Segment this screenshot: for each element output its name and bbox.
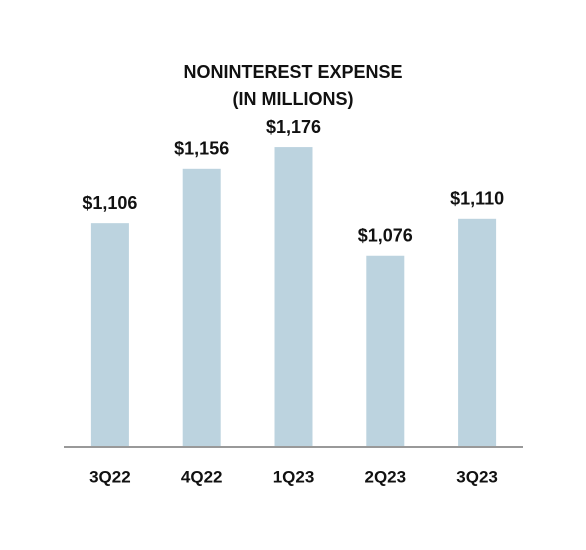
bar — [90, 223, 129, 447]
x-tick-label: 4Q22 — [181, 467, 223, 486]
value-label: $1,106 — [82, 193, 137, 213]
value-label: $1,110 — [450, 189, 504, 209]
value-label: $1,176 — [266, 117, 321, 137]
x-tick-label: 3Q23 — [456, 467, 498, 486]
chart-subtitle: (IN MILLIONS) — [233, 89, 354, 109]
value-label: $1,156 — [174, 139, 229, 159]
x-tick-label: 3Q22 — [89, 467, 131, 486]
bar — [182, 168, 221, 447]
chart-title: NONINTEREST EXPENSE — [183, 62, 402, 82]
x-tick-label: 1Q23 — [273, 467, 315, 486]
bar — [274, 147, 313, 447]
bar — [366, 255, 405, 447]
x-tick-label: 2Q23 — [365, 467, 407, 486]
value-label: $1,076 — [358, 225, 413, 245]
bar — [458, 218, 497, 447]
